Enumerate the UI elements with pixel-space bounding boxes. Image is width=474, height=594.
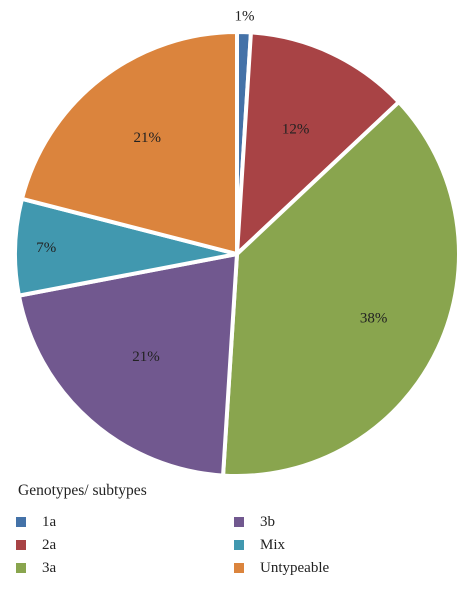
legend-item-2a: 2a [16, 535, 56, 555]
legend-item-1a: 1a [16, 512, 56, 532]
pie-label-2a: 12% [282, 122, 310, 138]
legend-label-untypeable: Untypeable [260, 559, 330, 576]
legend-label-3a: 3a [42, 559, 57, 576]
pie-chart: 1% 12% 38% 21% 7% 21% [13, 9, 461, 478]
legend: 1a 2a 3a 3b Mix Untypeable [16, 512, 456, 582]
pie-label-mix: 7% [36, 240, 56, 256]
pie-label-3a: 38% [360, 310, 388, 326]
legend-swatch-1a [16, 517, 26, 527]
legend-label-1a: 1a [42, 513, 57, 530]
legend-label-3b: 3b [260, 513, 275, 530]
legend-swatch-mix [234, 540, 244, 550]
legend-item-3b: 3b [234, 512, 275, 532]
pie-slices [13, 30, 461, 478]
legend-label-2a: 2a [42, 536, 57, 553]
pie-slice-untypeable [19, 30, 239, 256]
pie-slice-2a [235, 30, 401, 256]
legend-swatch-3b [234, 517, 244, 527]
legend-swatch-3a [16, 563, 26, 573]
pie-label-3b: 21% [132, 349, 160, 365]
pie-label-untypeable: 21% [133, 130, 161, 146]
pie-labels: 1% 12% 38% 21% 7% 21% [36, 9, 387, 366]
legend-title: Genotypes/ subtypes [18, 482, 147, 499]
legend-swatch-2a [16, 540, 26, 550]
legend-swatch-untypeable [234, 563, 244, 573]
pie-slice-3b [16, 252, 239, 478]
legend-item-untypeable: Untypeable [234, 558, 329, 578]
legend-item-3a: 3a [16, 558, 56, 578]
pie-slice-3a [221, 100, 461, 478]
pie-label-1a: 1% [235, 9, 255, 25]
legend-item-mix: Mix [234, 535, 285, 555]
legend-label-mix: Mix [260, 536, 286, 553]
